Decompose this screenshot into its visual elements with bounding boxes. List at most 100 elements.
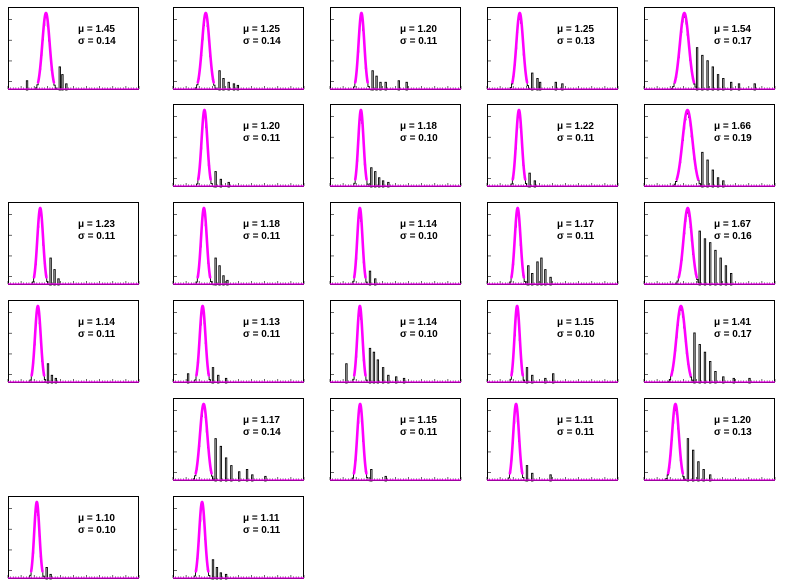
histogram-bin: [238, 471, 241, 482]
histogram-bin: [538, 81, 542, 91]
histogram-plot: [7, 202, 140, 286]
histogram-panel: μ = 1.14 σ = 0.11: [7, 300, 140, 384]
plot-frame: [173, 7, 304, 90]
histogram-bin: [370, 167, 373, 188]
gaussian-fit-curve: [666, 402, 685, 475]
plot-frame: [644, 104, 775, 187]
gaussian-fit-curve: [510, 304, 525, 377]
histogram-bin: [214, 257, 217, 286]
histogram-bin: [387, 181, 390, 188]
mean-label: μ = 1.66: [714, 121, 751, 132]
histogram-bin: [218, 265, 221, 286]
plot-frame: [487, 104, 618, 187]
histogram-bin: [544, 377, 547, 384]
histogram-bin: [374, 278, 377, 286]
histogram-plot: [486, 398, 619, 482]
gaussian-fit-curve: [194, 500, 210, 573]
histogram-bin: [25, 80, 29, 91]
histogram-bin: [549, 276, 552, 286]
histogram-plot: [172, 202, 305, 286]
histogram-bin: [61, 74, 64, 91]
histogram-bin: [528, 172, 531, 188]
histogram-bin: [722, 180, 725, 188]
histogram-bin: [531, 472, 534, 482]
mean-label: μ = 1.13: [243, 317, 280, 328]
gaussian-fit-curve: [30, 304, 46, 377]
sigma-label: σ = 0.10: [400, 329, 438, 340]
histogram-bin: [702, 468, 705, 482]
mean-label: μ = 1.20: [400, 24, 437, 35]
histogram-plot: [172, 496, 305, 580]
histogram-plot: [7, 7, 140, 91]
histogram-plot: [172, 398, 305, 482]
histogram-bin: [222, 275, 225, 286]
histogram-bin: [714, 370, 717, 384]
histogram-bin: [701, 54, 704, 91]
gaussian-fit-curve: [508, 402, 524, 475]
gaussian-fit-curve: [353, 108, 368, 181]
histogram-panel: μ = 1.14 σ = 0.10: [329, 300, 462, 384]
gaussian-fit-curve: [673, 11, 696, 84]
histogram-bin: [224, 573, 228, 580]
gaussian-fit-curve: [670, 304, 692, 377]
histogram-plot: [486, 300, 619, 384]
histogram-bin: [378, 177, 381, 188]
histogram-bin: [224, 377, 228, 384]
histogram-bin: [709, 360, 712, 384]
histogram-bin: [697, 461, 700, 482]
histogram-bin: [706, 60, 709, 91]
gaussian-fit-curve: [194, 402, 213, 475]
histogram-bin: [531, 72, 534, 91]
histogram-plot: [329, 300, 462, 384]
histogram-bin: [709, 242, 712, 286]
histogram-bin: [703, 238, 707, 286]
histogram-bin: [722, 77, 725, 91]
mean-label: μ = 1.17: [557, 219, 594, 230]
histogram-bin: [395, 376, 398, 384]
mean-label: μ = 1.54: [714, 24, 751, 35]
histogram-bin: [371, 70, 374, 91]
histogram-bin: [722, 376, 725, 384]
mean-label: μ = 1.10: [78, 513, 115, 524]
histogram-panel: μ = 1.67 σ = 0.16: [643, 202, 776, 286]
histogram-bin: [711, 169, 714, 188]
sigma-label: σ = 0.10: [78, 525, 116, 536]
plot-frame: [330, 104, 461, 187]
histogram-plot: [643, 300, 776, 384]
histogram-bin: [219, 178, 223, 188]
histogram-bin: [226, 279, 229, 286]
histogram-bin: [215, 566, 219, 580]
sigma-label: σ = 0.13: [557, 36, 595, 47]
plot-frame: [487, 398, 618, 481]
gaussian-fit-curve: [510, 206, 526, 279]
histogram-bin: [737, 83, 741, 91]
histogram-panel: μ = 1.17 σ = 0.11: [486, 202, 619, 286]
sigma-label: σ = 0.11: [557, 231, 595, 242]
gaussian-fit-curve: [352, 402, 368, 475]
sigma-label: σ = 0.11: [243, 525, 281, 536]
histogram-bin: [695, 47, 699, 91]
sigma-label: σ = 0.11: [243, 231, 281, 242]
histogram-bin: [211, 367, 215, 384]
histogram-bin: [703, 351, 707, 384]
histogram-bin: [552, 373, 555, 384]
histogram-bin: [376, 359, 380, 384]
histogram-plot: [7, 300, 140, 384]
histogram-panel: μ = 1.66 σ = 0.19: [643, 104, 776, 188]
histogram-bin: [384, 81, 387, 91]
plot-frame: [330, 7, 461, 90]
sigma-label: σ = 0.11: [557, 427, 595, 438]
sigma-label: σ = 0.11: [243, 133, 281, 144]
histogram-panel: μ = 1.13 σ = 0.11: [172, 300, 305, 384]
histogram-bin: [214, 171, 217, 188]
gaussian-fit-curve: [36, 11, 56, 84]
histogram-bin: [544, 269, 547, 286]
plot-frame: [8, 7, 139, 90]
histogram-bin: [251, 474, 254, 482]
mean-label: μ = 1.23: [78, 219, 115, 230]
histogram-panel: μ = 1.23 σ = 0.11: [7, 202, 140, 286]
histogram-bin: [53, 269, 56, 286]
histogram-plot: [486, 104, 619, 188]
mean-label: μ = 1.11: [557, 415, 594, 426]
gaussian-fit-curve: [511, 11, 529, 84]
